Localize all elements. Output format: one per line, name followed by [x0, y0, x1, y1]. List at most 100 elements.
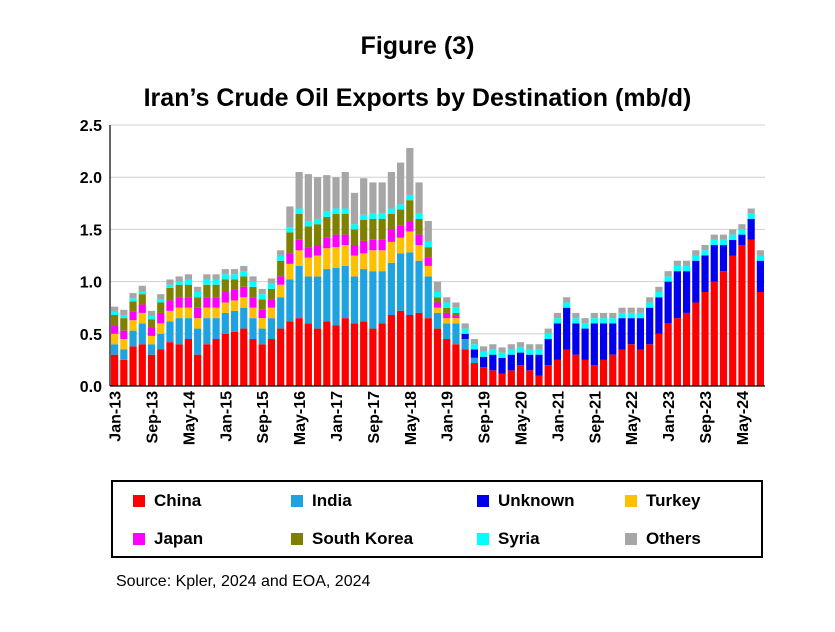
bar-segment — [111, 354, 119, 386]
bar-segment — [756, 260, 764, 293]
bar-segment — [526, 349, 534, 355]
bar-segment — [369, 239, 377, 251]
bar-segment — [147, 327, 156, 336]
chart-title: Iran’s Crude Oil Exports by Destination … — [143, 84, 692, 112]
bar-segment — [267, 299, 276, 308]
bar-stack — [655, 286, 663, 386]
bar-segment — [692, 260, 700, 303]
bar-stack — [230, 269, 239, 386]
bar-segment — [120, 309, 128, 316]
bar-segment — [350, 224, 359, 230]
bar-segment — [461, 339, 469, 350]
bar-segment — [332, 177, 340, 209]
bar-segment — [452, 302, 460, 308]
stacked-bar-chart: 0.00.51.01.52.02.5 Jan-13 Sep-13 May-14 Jan… — [80, 118, 765, 445]
bar-stack — [618, 307, 626, 386]
bar-segment — [544, 333, 552, 340]
bar-segment — [627, 307, 635, 313]
bar-segment — [221, 274, 229, 280]
x-axis-tick-labels: Jan-13 Sep-13 May-14 Jan-15 Sep-15 May-16 Jan-… — [108, 391, 752, 445]
bar-segment — [175, 344, 183, 386]
bar-segment — [480, 346, 488, 352]
bar-segment — [507, 354, 515, 371]
bar-segment — [350, 276, 359, 324]
bar-segment — [424, 265, 432, 277]
bar-segment — [563, 297, 571, 303]
bar-segment — [203, 307, 211, 319]
bar-segment — [249, 307, 257, 319]
bar-segment — [692, 250, 700, 256]
bar-segment — [655, 333, 663, 386]
bar-stack — [240, 265, 248, 386]
bar-segment — [332, 247, 340, 269]
bar-segment — [710, 239, 718, 246]
bar-segment — [387, 315, 395, 386]
bar-segment — [304, 257, 312, 277]
bar-segment — [286, 263, 294, 280]
bar-stack — [756, 250, 764, 386]
bar-segment — [433, 328, 442, 386]
bar-segment — [618, 349, 626, 386]
bar-segment — [304, 174, 312, 222]
bar-segment — [157, 333, 165, 350]
bar-segment — [719, 271, 728, 386]
bar-segment — [461, 349, 469, 386]
bar-segment — [277, 284, 285, 298]
bar-stack — [719, 234, 728, 386]
bar-segment — [230, 310, 239, 332]
bar-segment — [618, 318, 626, 350]
bar-segment — [452, 318, 460, 324]
bar-segment — [258, 294, 266, 300]
bar-segment — [406, 231, 414, 253]
bar-segment — [636, 349, 645, 386]
bar-segment — [240, 328, 248, 386]
bar-segment — [738, 224, 746, 230]
bar-segment — [535, 354, 543, 376]
bar-segment — [507, 370, 515, 386]
bar-segment — [267, 288, 276, 300]
bar-segment — [277, 255, 285, 261]
bar-segment — [673, 265, 681, 272]
bar-segment — [120, 359, 128, 386]
bar-segment — [489, 349, 497, 355]
bar-stack — [738, 224, 746, 386]
y-tick-label: 2.0 — [80, 170, 102, 187]
bar-segment — [729, 239, 737, 256]
bar-segment — [480, 356, 488, 368]
legend-label: Syria — [498, 529, 540, 548]
bar-segment — [581, 359, 589, 386]
bar-segment — [120, 318, 128, 331]
bar-segment — [295, 318, 303, 386]
bar-segment — [350, 255, 359, 277]
bar-segment — [341, 208, 349, 214]
bar-stack — [157, 294, 165, 386]
bar-segment — [710, 245, 718, 282]
bar-segment — [212, 297, 220, 308]
bar-segment — [369, 182, 377, 214]
bar-segment — [599, 359, 608, 386]
bar-segment — [443, 312, 451, 319]
bar-segment — [129, 330, 137, 347]
bar-segment — [129, 346, 137, 386]
bar-segment — [664, 323, 672, 386]
bar-segment — [129, 320, 137, 331]
bar-segment — [701, 250, 709, 256]
bar-stack — [138, 285, 146, 386]
bar-stack — [590, 312, 598, 386]
bar-segment — [470, 344, 478, 350]
bar-segment — [138, 304, 146, 313]
bar-segment — [387, 262, 395, 316]
bar-segment — [240, 307, 248, 329]
bar-segment — [535, 349, 543, 355]
bar-segment — [729, 229, 737, 235]
bar-stacks — [111, 147, 764, 386]
legend-swatch — [477, 495, 489, 507]
bar-segment — [332, 213, 340, 235]
bar-segment — [498, 347, 506, 353]
x-tick-label: Sep-17 — [366, 391, 383, 444]
bar-segment — [175, 318, 183, 345]
bar-stack — [378, 182, 386, 386]
x-tick-label: Jan-15 — [218, 391, 235, 442]
bar-segment — [323, 211, 331, 217]
bar-segment — [120, 315, 128, 319]
